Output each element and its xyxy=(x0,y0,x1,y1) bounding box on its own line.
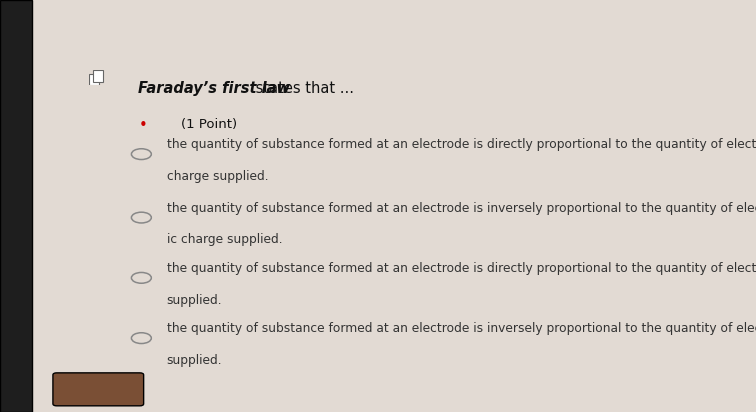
Text: supplied.: supplied. xyxy=(166,354,222,367)
Text: charge supplied.: charge supplied. xyxy=(166,170,268,183)
FancyBboxPatch shape xyxy=(94,70,104,82)
Text: the quantity of substance formed at an electrode is directly proportional to the: the quantity of substance formed at an e… xyxy=(166,262,756,275)
Text: supplied.: supplied. xyxy=(166,294,222,307)
Text: the quantity of substance formed at an electrode is inversely proportional to th: the quantity of substance formed at an e… xyxy=(166,202,756,215)
Text: states that ...: states that ... xyxy=(251,81,354,96)
Text: the quantity of substance formed at an electrode is directly proportional to the: the quantity of substance formed at an e… xyxy=(166,138,756,151)
Text: Faraday’s first law: Faraday’s first law xyxy=(138,81,290,96)
FancyBboxPatch shape xyxy=(89,73,99,85)
Text: •: • xyxy=(138,118,147,133)
Text: (1 Point): (1 Point) xyxy=(181,118,237,131)
Text: the quantity of substance formed at an electrode is inversely proportional to th: the quantity of substance formed at an e… xyxy=(166,322,756,335)
Text: ic charge supplied.: ic charge supplied. xyxy=(166,234,282,246)
